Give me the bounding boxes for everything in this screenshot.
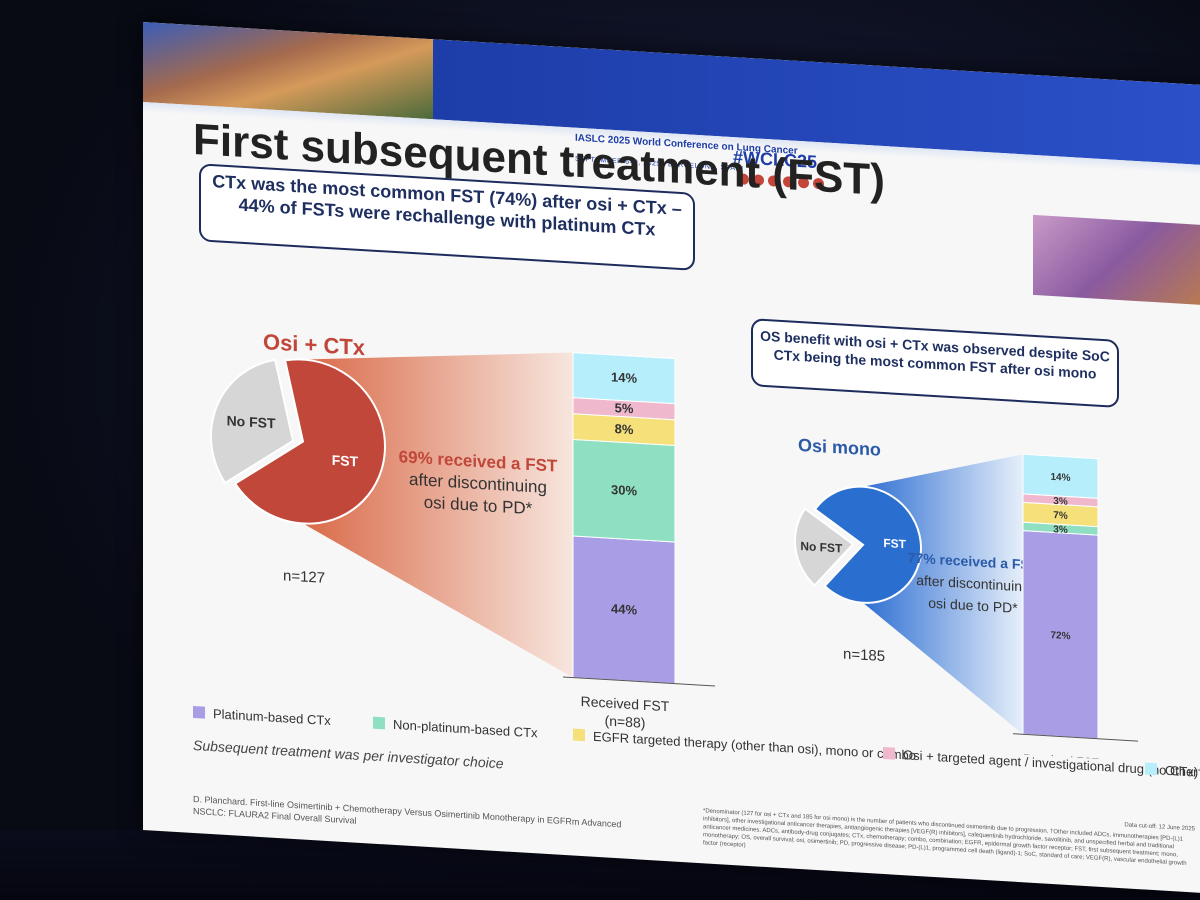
- data-cutoff: Data cut-off: 12 June 2025: [1124, 822, 1195, 833]
- chart-title: Osi mono: [798, 435, 881, 460]
- sample-size-label: n=127: [283, 567, 325, 586]
- bar-baseline: [1013, 733, 1138, 742]
- footnote: *Denominator (127 for osi + CTx and 185 …: [703, 808, 1187, 867]
- legend-swatch: [373, 716, 385, 730]
- pie-slice: [233, 358, 386, 525]
- presentation-slide: IASLC 2025 World Conference on Lung Canc…: [143, 22, 1200, 893]
- annotation-line: after discontinuing: [916, 572, 1030, 595]
- bar-segment-label: 3%: [1053, 524, 1068, 536]
- legend-label: Other†: [1165, 762, 1200, 781]
- annotation-line: osi due to PD*: [928, 595, 1018, 616]
- bar-segment: [1022, 453, 1099, 499]
- pie-slice-label: FST: [883, 536, 906, 551]
- legend-swatch: [573, 728, 585, 742]
- pie-slice-label: No FST: [800, 539, 843, 556]
- investigator-choice-note: Subsequent treatment was per investigato…: [193, 736, 504, 772]
- bar-segment-label: 72%: [1051, 630, 1071, 642]
- bar-baseline: [563, 676, 715, 687]
- pie-slice: [210, 358, 295, 485]
- bar-segment-label: 44%: [611, 601, 637, 618]
- bar-segment-label: 3%: [1053, 496, 1068, 508]
- bar-segment-label: 30%: [611, 482, 637, 499]
- bar-xlabel-n: (n=88): [605, 712, 646, 730]
- legend-swatch: [1145, 762, 1157, 776]
- bar-segment-label: 7%: [1053, 510, 1068, 522]
- bar-segment-label: 14%: [611, 369, 637, 386]
- sample-size-label: n=185: [843, 646, 885, 665]
- bar-segment-label: 8%: [615, 421, 634, 437]
- pie-slice-label: FST: [332, 452, 359, 470]
- bar-segment-label: 5%: [615, 400, 634, 416]
- annotation-line: 77% received a FST: [908, 549, 1039, 573]
- pie-slice: [794, 507, 855, 587]
- legend-item-other: Other†: [1145, 762, 1200, 781]
- chart-title: Osi + CTx: [263, 329, 366, 360]
- bar-xlabel: Received FST: [581, 693, 670, 714]
- pie-slice-label: No FST: [227, 412, 276, 431]
- fst-annotation: 77% received a FSTafter discontinuingosi…: [908, 549, 1039, 617]
- legend-swatch: [193, 705, 205, 719]
- bar-segment: [572, 352, 676, 405]
- legend-swatch: [883, 746, 895, 760]
- reference-citation: D. Planchard. First-line Osimertinib + C…: [193, 793, 622, 830]
- bar-segment-label: 14%: [1051, 472, 1071, 484]
- pie-slice: [813, 485, 922, 604]
